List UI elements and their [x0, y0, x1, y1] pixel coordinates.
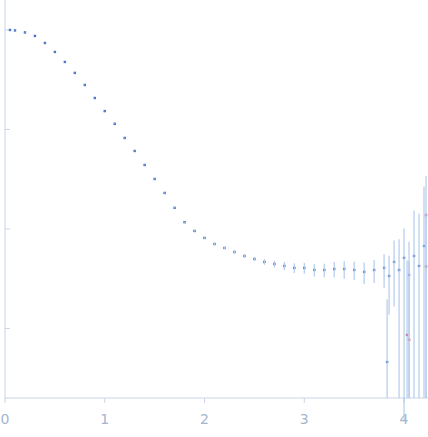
- error-bar: [264, 259, 265, 265]
- data-point: [104, 110, 106, 112]
- data-point: [74, 72, 76, 74]
- error-bar: [14, 30, 15, 32]
- error-bar: [244, 254, 245, 258]
- data-point: [213, 243, 215, 245]
- error-bar: [24, 32, 25, 34]
- data-point: [54, 51, 56, 53]
- error-bar: [224, 247, 225, 249]
- error-bar: [406, 260, 407, 398]
- error-bar: [54, 51, 55, 53]
- points: [9, 29, 427, 363]
- error-bar: [388, 256, 389, 315]
- y-tick: [5, 129, 10, 130]
- error-bar: [124, 137, 125, 139]
- error-bar: [74, 72, 75, 74]
- data-point: [233, 251, 235, 253]
- x-tick: [104, 398, 105, 403]
- data-point: [243, 255, 245, 257]
- error-bar: [204, 237, 205, 239]
- y-tick: [5, 228, 10, 229]
- error-bar: [413, 210, 414, 398]
- error-bar: [403, 228, 404, 420]
- data-point: [84, 84, 86, 86]
- x-axis: [5, 398, 428, 399]
- y-axis: [5, 0, 6, 398]
- data-point: [64, 61, 66, 63]
- error-bar: [386, 299, 387, 398]
- error-bar: [334, 262, 335, 277]
- error-bar: [114, 123, 115, 125]
- error-bar: [304, 263, 305, 274]
- data-point: [34, 35, 36, 37]
- error-bar: [374, 260, 375, 283]
- error-bar: [284, 262, 285, 270]
- error-bar: [425, 214, 426, 398]
- error-bar: [174, 207, 175, 208]
- x-tick-label: 0: [1, 411, 10, 427]
- data-point: [203, 237, 205, 239]
- error-bar: [214, 243, 215, 245]
- error-bar: [354, 262, 355, 280]
- x-tick: [204, 398, 205, 403]
- error-bar: [154, 178, 155, 180]
- chart: 01234: [0, 0, 428, 437]
- error-bar: [398, 239, 399, 398]
- data-point: [9, 29, 11, 31]
- error-bar: [324, 264, 325, 278]
- x-tick-label: 1: [100, 411, 109, 427]
- data-point: [114, 123, 116, 125]
- error-bar: [34, 35, 35, 37]
- error-bar: [294, 263, 295, 273]
- data-point: [183, 221, 185, 223]
- error-bar: [44, 42, 45, 44]
- error-bar: [254, 257, 255, 261]
- error-bar: [408, 242, 409, 398]
- data-point: [153, 178, 155, 180]
- error-bar: [408, 261, 409, 398]
- error-bar: [423, 186, 424, 398]
- error-bar: [84, 84, 85, 86]
- error-bar: [425, 176, 426, 398]
- data-point: [163, 192, 165, 194]
- error-bar: [164, 192, 165, 194]
- data-point: [173, 207, 175, 209]
- data-point: [44, 42, 46, 44]
- data-point: [193, 230, 195, 232]
- x-tick-label: 2: [200, 411, 209, 427]
- error-bar: [94, 97, 95, 99]
- error-bar: [314, 264, 315, 276]
- x-tick: [5, 398, 6, 403]
- data-point: [94, 97, 96, 99]
- error-bar: [364, 263, 365, 284]
- error-bar: [274, 261, 275, 268]
- data-point: [133, 150, 135, 152]
- x-tick: [304, 398, 305, 403]
- error-bar: [184, 222, 185, 223]
- error-bar: [9, 29, 10, 31]
- error-bar: [144, 164, 145, 166]
- x-tick-label: 3: [300, 411, 309, 427]
- data-point: [14, 29, 16, 31]
- error-bar: [344, 261, 345, 279]
- data-point: [143, 164, 145, 166]
- error-bar: [194, 230, 195, 231]
- data-point: [223, 247, 225, 249]
- error-bar: [134, 150, 135, 152]
- error-bar: [234, 251, 235, 254]
- error-bar: [104, 110, 105, 112]
- error-bar: [393, 240, 394, 306]
- error-bar: [384, 254, 385, 288]
- error-bar: [418, 214, 419, 398]
- data-point: [124, 137, 126, 139]
- data-point: [24, 31, 26, 33]
- y-tick: [5, 328, 10, 329]
- plot-area: [9, 29, 427, 363]
- error-bar: [64, 61, 65, 63]
